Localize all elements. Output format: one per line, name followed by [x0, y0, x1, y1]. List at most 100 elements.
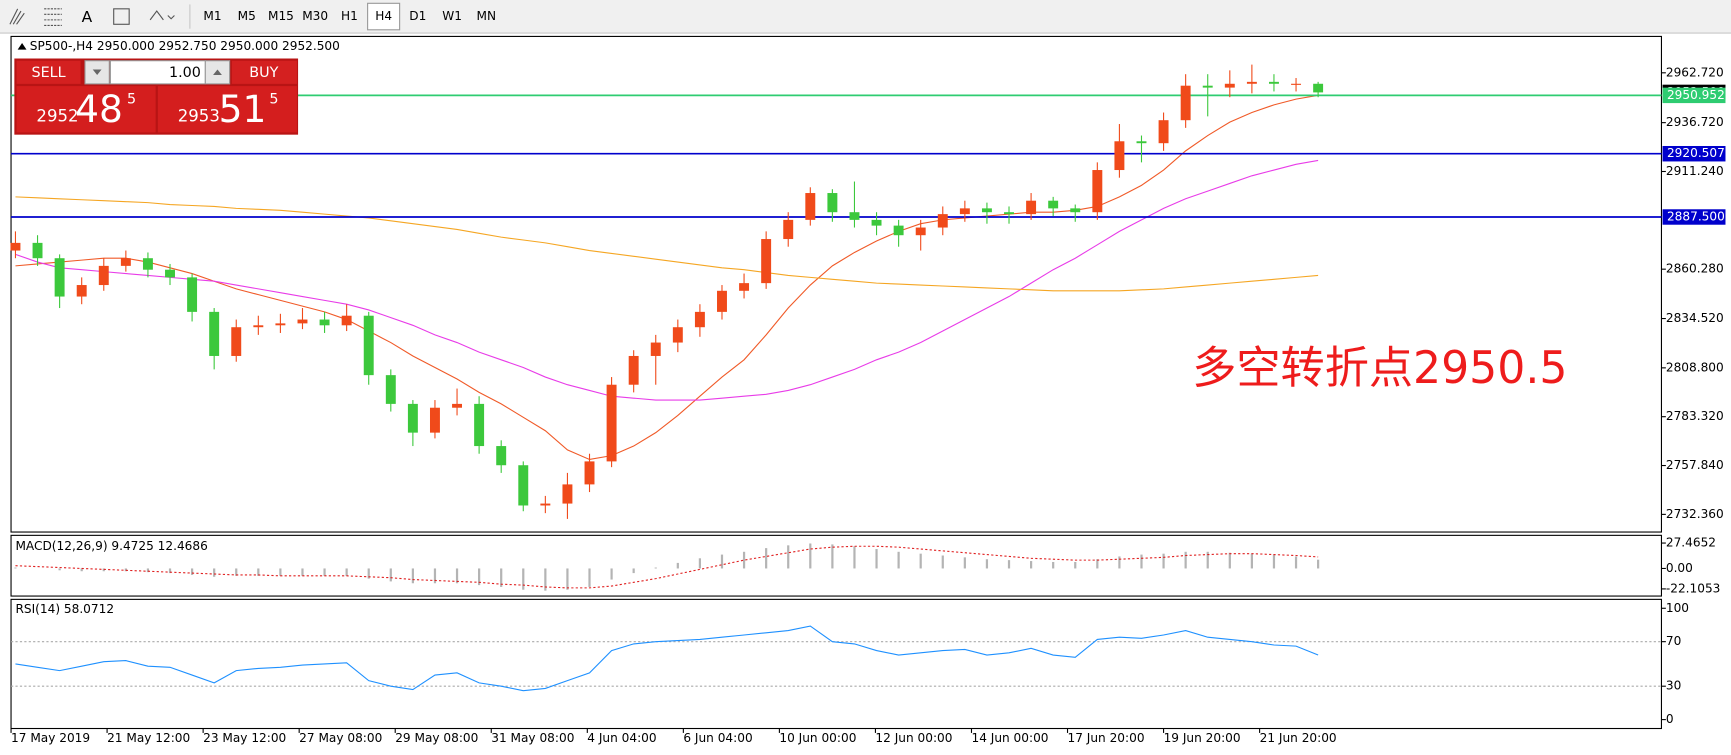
- ask-box[interactable]: [157, 86, 297, 133]
- arrow-tool-icon[interactable]: [149, 10, 175, 21]
- x-tick-label: 12 Jun 00:00: [875, 731, 952, 745]
- candle-body: [10, 242, 21, 251]
- candle-body: [805, 193, 816, 220]
- x-tick-label: 14 Jun 00:00: [971, 731, 1048, 745]
- timeframe-label[interactable]: D1: [409, 9, 426, 23]
- y-tick-label: 2783.320: [1666, 409, 1724, 423]
- candle-body: [849, 212, 860, 220]
- buy-button[interactable]: [231, 60, 297, 84]
- moving-average: [15, 196, 1319, 292]
- candle-body: [297, 319, 308, 324]
- candle-body: [385, 375, 396, 404]
- lot-down-arrow: [92, 69, 102, 76]
- candle-body: [739, 283, 750, 291]
- macd-signal: [15, 545, 1319, 589]
- x-tick-label: 29 May 08:00: [395, 731, 478, 745]
- candle-body: [120, 258, 131, 266]
- rsi-panel: [10, 598, 1663, 730]
- timeframe-label[interactable]: H1: [341, 9, 358, 23]
- bid-box[interactable]: [16, 86, 156, 133]
- level-label: 2950.952: [1667, 88, 1725, 102]
- fib-fan-icon[interactable]: [9, 8, 25, 25]
- x-tick-label: 17 May 2019: [11, 731, 90, 745]
- candle-body: [54, 258, 65, 297]
- level-label-box: [1662, 145, 1726, 162]
- candle-body: [319, 319, 330, 326]
- y-tick-label: 2962.720: [1666, 65, 1724, 79]
- toolbar: [0, 0, 1731, 34]
- sell-label[interactable]: SELL: [31, 65, 65, 81]
- candle-body: [209, 311, 220, 356]
- timeframe-label[interactable]: M5: [238, 9, 256, 23]
- bid-sup: 5: [127, 91, 136, 107]
- candle-body: [187, 277, 198, 312]
- candle-body: [1136, 141, 1147, 144]
- y-tick-label: 2834.520: [1666, 311, 1724, 325]
- candle-body: [1180, 85, 1191, 121]
- y-tick-label: -22.1053: [1666, 581, 1721, 595]
- level-label: 2920.507: [1667, 146, 1725, 160]
- candle-body: [562, 484, 573, 504]
- candle-body: [606, 384, 617, 462]
- timeframe-button[interactable]: [367, 2, 401, 31]
- timeframe-label[interactable]: M1: [203, 9, 221, 23]
- text-tool-icon[interactable]: A: [82, 8, 93, 26]
- lot-value: 1.00: [169, 65, 201, 81]
- candle-body: [518, 465, 529, 506]
- y-tick-label: 0.00: [1666, 561, 1693, 575]
- buy-label[interactable]: BUY: [249, 65, 278, 81]
- candle-body: [1158, 120, 1169, 144]
- macd-panel: [10, 534, 1663, 597]
- toolbar-icons: A: [9, 8, 175, 26]
- plot-layer: 2962.720 2936.720 2911.240 2860.280 2834.520…: [10, 64, 1726, 745]
- candle-body: [1092, 170, 1103, 213]
- candle-body: [496, 446, 507, 466]
- y-tick-label: 100: [1666, 601, 1689, 615]
- y-tick-label: 70: [1666, 634, 1681, 648]
- candle-body: [1224, 83, 1235, 88]
- ask-big: 2953: [178, 107, 220, 126]
- timeframe-label[interactable]: MN: [477, 9, 497, 23]
- label-tool-icon[interactable]: [113, 8, 130, 25]
- y-tick-label: 2732.360: [1666, 507, 1724, 521]
- candle-body: [959, 208, 970, 215]
- macd-label: MACD(12,26,9) 9.4725 12.4686: [15, 539, 207, 553]
- candle-body: [1070, 208, 1081, 213]
- candle-body: [584, 461, 595, 485]
- trade-panel: SELL 1.00 BUY 2952 48 5 2953 51 5: [14, 58, 299, 135]
- bid-big: 2952: [36, 107, 78, 126]
- candle-body: [1114, 141, 1125, 171]
- candle-body: [981, 208, 992, 213]
- candle-body: [694, 311, 705, 328]
- x-tick-label: 21 May 12:00: [107, 731, 190, 745]
- candle-body: [871, 219, 882, 226]
- timeframe-label[interactable]: M30: [302, 9, 328, 23]
- timeframe-label[interactable]: H4: [375, 9, 392, 23]
- x-tick-label: 4 Jun 04:00: [587, 731, 656, 745]
- candle-body: [165, 269, 175, 278]
- moving-average: [15, 159, 1319, 401]
- y-tick-label: 2936.720: [1666, 115, 1724, 129]
- candle-body: [915, 227, 926, 236]
- candle-body: [1004, 212, 1014, 215]
- sell-button[interactable]: [16, 60, 81, 84]
- candle-body: [76, 285, 87, 297]
- x-tick-label: 21 Jun 20:00: [1260, 731, 1337, 745]
- x-tick-label: 17 Jun 20:00: [1068, 731, 1145, 745]
- level-label-box: [1662, 87, 1726, 104]
- candle-body: [1202, 85, 1213, 88]
- candle-body: [363, 315, 374, 376]
- candle-body: [540, 503, 551, 506]
- candle-body: [452, 403, 463, 408]
- fib-levels-icon[interactable]: [44, 8, 62, 26]
- timeframe-label[interactable]: M15: [268, 9, 294, 23]
- ask-sup: 5: [269, 91, 278, 107]
- x-tick-label: 19 Jun 20:00: [1164, 731, 1241, 745]
- candle-body: [341, 315, 352, 326]
- collapse-arrow[interactable]: [17, 43, 27, 50]
- candle-body: [1048, 200, 1059, 209]
- candle-body: [231, 327, 242, 356]
- timeframe-label[interactable]: W1: [442, 9, 462, 23]
